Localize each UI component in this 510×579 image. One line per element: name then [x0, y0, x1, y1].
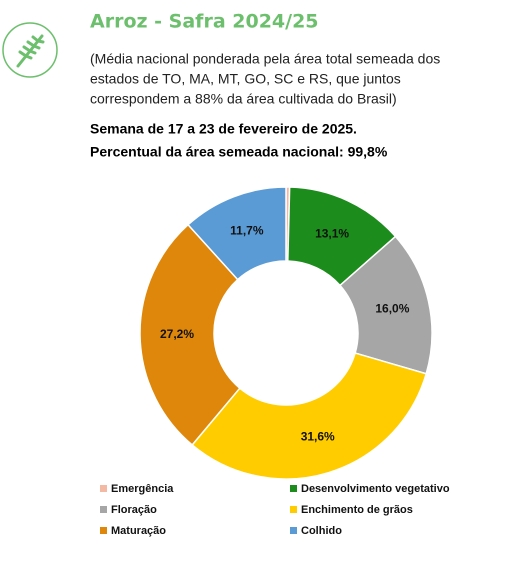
legend-swatch [290, 485, 297, 492]
chart-title: Arroz - Safra 2024/25 [90, 11, 319, 33]
slice [139, 223, 241, 446]
legend-swatch [290, 527, 297, 534]
slice [187, 186, 287, 281]
slice [191, 352, 428, 480]
legend-label: Maturação [111, 525, 166, 537]
legend-swatch [100, 506, 107, 513]
share: Percentual da área semeada nacional: 99,… [90, 144, 388, 160]
legend-label: Colhido [301, 525, 342, 537]
week: Semana de 17 a 23 de fevereiro de 2025. [90, 121, 357, 137]
value-label: 13,1% [315, 226, 349, 240]
subtitle: (Média nacional ponderada pela área tota… [90, 51, 440, 67]
legend-label: Desenvolvimento vegetativo [301, 483, 450, 495]
value-label: 11,7% [230, 223, 264, 237]
subtitle: estados de TO, MA, MT, GO, SC e RS, que … [90, 71, 401, 87]
value-label: 31,6% [301, 429, 335, 443]
legend-label: Enchimento de grãos [301, 504, 413, 516]
subtitle: correspondem a 88% da área cultivada do … [90, 91, 397, 107]
legend-label: Floração [111, 504, 157, 516]
icon [2, 22, 58, 78]
value-label: 16,0% [375, 301, 409, 315]
legend-label: Emergência [111, 483, 174, 495]
legend-swatch [290, 506, 297, 513]
legend-swatch [100, 485, 107, 492]
legend-swatch [100, 527, 107, 534]
value-label: 27,2% [160, 327, 194, 341]
